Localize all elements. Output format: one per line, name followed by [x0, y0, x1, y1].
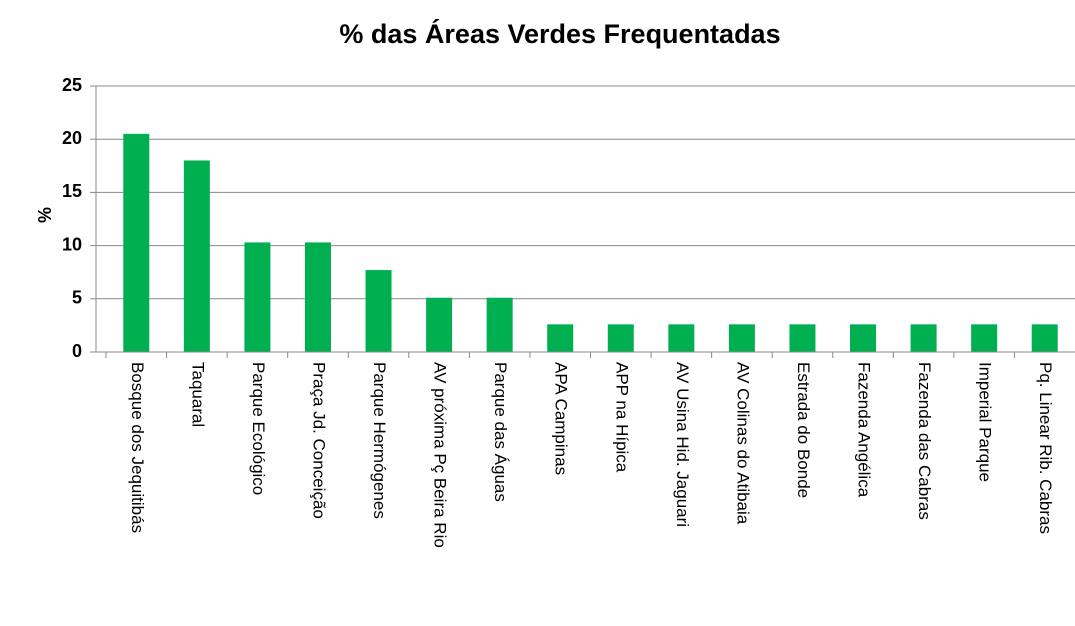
y-tick-label: 0 — [72, 341, 82, 361]
y-tick-label: 20 — [62, 128, 82, 148]
x-tick-label: Fazenda Angélica — [855, 362, 874, 498]
x-tick-label: Fazenda das Cabras — [915, 362, 934, 520]
x-tick-label: Parque Hermógenes — [370, 362, 389, 519]
chart-title: % das Áreas Verdes Frequentadas — [339, 18, 780, 49]
bar — [668, 324, 695, 352]
bar — [547, 324, 574, 352]
x-tick-label: APA Campinas — [552, 362, 571, 475]
bar — [607, 324, 634, 352]
y-tick-label: 25 — [62, 75, 82, 95]
bar — [850, 324, 877, 352]
y-axis-label: % — [35, 207, 55, 223]
x-tick-label: AV Usina Hid. Jaguari — [673, 362, 692, 527]
y-tick-label: 10 — [62, 234, 82, 254]
x-tick-label: Parque das Águas — [491, 362, 510, 502]
bar — [304, 242, 331, 352]
x-tick-label: Praça Jd. Conceição — [309, 362, 328, 519]
x-tick-label: APP na Hípica — [612, 362, 631, 473]
x-tick-label: Taquaral — [188, 362, 207, 427]
y-tick-label: 15 — [62, 181, 82, 201]
x-tick-label: Pq. Linear Rib. Cabras — [1036, 362, 1055, 534]
x-tick-label: Bosque dos Jequitibás — [128, 362, 147, 533]
x-tick-label: AV Colinas do Atibaia — [733, 362, 752, 525]
x-tick-label: Imperial Parque — [976, 362, 995, 482]
bar — [486, 297, 513, 352]
x-tick-label: AV próxima Pç Beira Rio — [431, 362, 450, 548]
bar — [971, 324, 998, 352]
x-tick-label: Parque Ecológico — [249, 362, 268, 495]
y-tick-label: 5 — [72, 288, 82, 308]
bar — [910, 324, 937, 352]
bar — [123, 133, 150, 352]
bar — [244, 242, 271, 352]
bar — [728, 324, 755, 352]
bar — [1031, 324, 1058, 352]
x-tick-label: Estrada do Bonde — [794, 362, 813, 498]
bar — [183, 160, 210, 352]
bar — [426, 297, 453, 352]
bar — [789, 324, 816, 352]
bar — [365, 270, 392, 352]
